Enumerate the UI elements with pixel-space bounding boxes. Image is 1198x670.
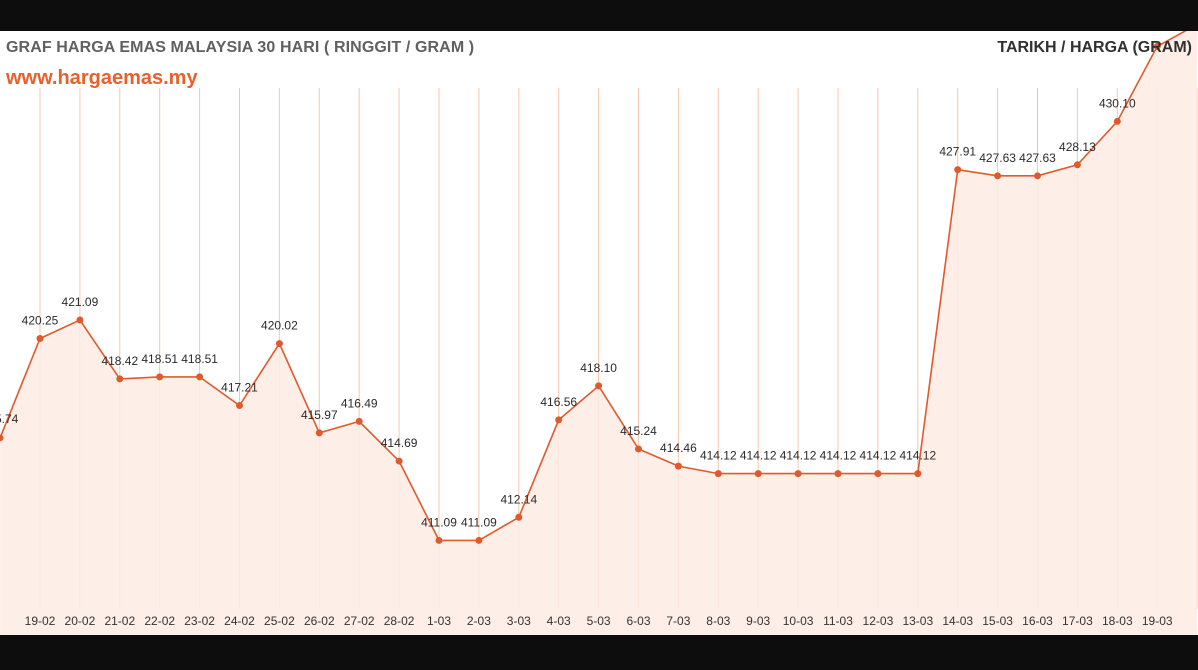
data-point [475, 536, 483, 544]
value-label: 427.63 [1019, 151, 1056, 165]
x-tick-label: 26-02 [304, 614, 335, 628]
value-label: 416.56 [540, 395, 577, 409]
data-point [714, 470, 722, 478]
data-point [395, 457, 403, 465]
x-tick-label: 18-03 [1102, 614, 1133, 628]
data-point [874, 470, 882, 478]
value-label: 415.24 [620, 424, 657, 438]
value-label: 411.09 [421, 515, 457, 529]
value-label: 428.13 [1059, 140, 1096, 154]
x-tick-label: 24-02 [224, 614, 255, 628]
x-tick-label: 22-02 [144, 614, 175, 628]
x-tick-label: 14-03 [942, 614, 973, 628]
x-tick-label: 8-03 [706, 614, 730, 628]
x-tick-label: 23-02 [184, 614, 215, 628]
x-tick-label: 27-02 [344, 614, 375, 628]
data-point [515, 513, 523, 521]
value-labels: 415.74420.25421.09418.42418.51418.51417.… [0, 96, 1136, 529]
data-point [914, 470, 922, 478]
x-tick-label: 5-03 [587, 614, 611, 628]
value-label: 420.02 [261, 319, 298, 333]
value-label: 427.63 [979, 151, 1016, 165]
x-tick-label: 25-02 [264, 614, 295, 628]
data-point [315, 429, 323, 437]
value-label: 417.21 [221, 381, 258, 395]
value-label: 427.91 [939, 145, 976, 159]
data-point [435, 536, 443, 544]
value-label: 412.14 [500, 492, 537, 506]
x-axis-ticks: 19-02 20-02 21-02 22-02 23-02 24-02 25-02 26-02… [25, 614, 1173, 628]
value-label-start: 415.74 [0, 412, 19, 426]
value-label: 414.12 [860, 449, 897, 463]
x-tick-label: 19-02 [25, 614, 56, 628]
value-label: 414.69 [381, 436, 418, 450]
value-label: 421.09 [62, 295, 99, 309]
value-label: 414.12 [700, 449, 737, 463]
x-tick-label: 17-03 [1062, 614, 1093, 628]
x-tick-label: 12-03 [863, 614, 894, 628]
data-point [196, 373, 204, 381]
data-point [1113, 117, 1121, 125]
data-point-start [0, 434, 4, 442]
data-point [674, 462, 682, 470]
x-tick-label: 6-03 [626, 614, 650, 628]
data-point [355, 417, 363, 425]
x-tick-label: 1-03 [427, 614, 451, 628]
x-tick-label: 13-03 [902, 614, 933, 628]
value-label: 414.46 [660, 441, 697, 455]
x-tick-label: 20-02 [65, 614, 96, 628]
data-point [116, 375, 124, 383]
data-point [794, 470, 802, 478]
chart-panel: 415.74420.25421.09418.42418.51418.51417.… [0, 31, 1198, 635]
data-point [76, 316, 84, 324]
x-tick-label: 3-03 [507, 614, 531, 628]
x-tick-label: 9-03 [746, 614, 770, 628]
website-link[interactable]: www.hargaemas.my [6, 67, 198, 89]
value-label: 416.49 [341, 396, 378, 410]
x-tick-label: 4-03 [547, 614, 571, 628]
value-label: 418.51 [141, 352, 178, 366]
data-point [1034, 172, 1041, 180]
x-tick-label: 21-02 [104, 614, 135, 628]
legend-label: TARIKH / HARGA (GRAM) [997, 39, 1192, 56]
data-point [635, 445, 642, 453]
x-tick-label: 19-03 [1142, 614, 1173, 628]
value-label: 414.12 [899, 449, 936, 463]
data-point [834, 470, 842, 478]
value-label: 418.10 [580, 361, 617, 375]
chart-title: GRAF HARGA EMAS MALAYSIA 30 HARI ( RINGG… [6, 39, 475, 56]
data-points [0, 42, 1161, 544]
value-label: 414.12 [780, 449, 817, 463]
price-area [0, 31, 1198, 635]
value-label: 418.42 [101, 354, 138, 368]
data-point [236, 402, 243, 410]
data-point [994, 172, 1002, 180]
data-point [595, 382, 603, 390]
x-tick-label: 10-03 [783, 614, 814, 628]
value-label: 420.25 [22, 314, 59, 328]
value-label: 414.12 [820, 449, 857, 463]
x-tick-label: 28-02 [384, 614, 415, 628]
data-point [36, 335, 44, 343]
data-point [954, 166, 962, 174]
x-tick-label: 2-03 [467, 614, 491, 628]
x-tick-label: 16-03 [1022, 614, 1053, 628]
data-point [1153, 42, 1161, 50]
value-label: 430.10 [1099, 96, 1136, 110]
data-point [1073, 161, 1081, 169]
value-label: 418.51 [181, 352, 218, 366]
gold-price-chart: 415.74420.25421.09418.42418.51418.51417.… [0, 31, 1198, 635]
data-point [754, 470, 762, 478]
x-tick-label: 11-03 [823, 614, 853, 628]
value-label: 411.09 [461, 515, 497, 529]
data-point [156, 373, 164, 381]
value-label: 414.12 [740, 449, 777, 463]
data-point [275, 340, 283, 348]
x-tick-label: 15-03 [982, 614, 1013, 628]
data-point [555, 416, 563, 424]
value-label: 415.97 [301, 408, 338, 422]
x-tick-label: 7-03 [666, 614, 690, 628]
